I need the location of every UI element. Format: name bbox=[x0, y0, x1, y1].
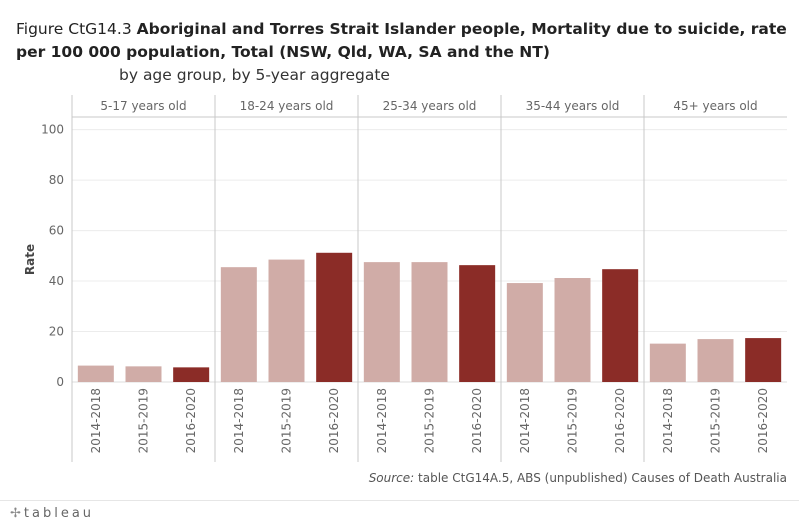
bar bbox=[697, 339, 734, 382]
bar bbox=[173, 367, 210, 382]
x-tick-label: 2014-2018 bbox=[232, 388, 246, 453]
x-tick-label: 2016-2020 bbox=[184, 388, 198, 453]
panel-header-label: 35-44 years old bbox=[526, 99, 620, 113]
x-tick-label: 2015-2019 bbox=[709, 388, 723, 453]
bar bbox=[77, 365, 114, 382]
bar bbox=[602, 269, 639, 382]
panel-header-label: 18-24 years old bbox=[240, 99, 334, 113]
y-tick-label: 80 bbox=[49, 173, 64, 187]
x-tick-label: 2014-2018 bbox=[518, 388, 532, 453]
bar bbox=[745, 338, 782, 382]
bar bbox=[268, 259, 305, 382]
y-tick-label: 40 bbox=[49, 274, 64, 288]
bar bbox=[316, 252, 353, 382]
panel-header-label: 5-17 years old bbox=[100, 99, 186, 113]
y-axis-title: Rate bbox=[23, 244, 37, 275]
bar bbox=[363, 262, 400, 382]
bar bbox=[649, 343, 686, 382]
x-tick-label: 2015-2019 bbox=[566, 388, 580, 453]
y-tick-label: 100 bbox=[41, 123, 64, 137]
source-text: table CtG14A.5, ABS (unpublished) Causes… bbox=[414, 471, 787, 485]
x-tick-label: 2015-2019 bbox=[280, 388, 294, 453]
x-tick-label: 2014-2018 bbox=[661, 388, 675, 453]
footer-bar: ✢ tableau bbox=[0, 500, 799, 527]
chart-subtitle: by age group, by 5-year aggregate bbox=[119, 66, 390, 84]
x-tick-label: 2016-2020 bbox=[756, 388, 770, 453]
source-note: Source: table CtG14A.5, ABS (unpublished… bbox=[369, 471, 787, 485]
figure-number: Figure CtG14.3 bbox=[16, 20, 137, 38]
bar bbox=[220, 267, 257, 382]
x-tick-label: 2015-2019 bbox=[423, 388, 437, 453]
source-label: Source: bbox=[368, 471, 415, 485]
panel-header-label: 45+ years old bbox=[673, 99, 757, 113]
figure-title: Aboriginal and Torres Strait Islander pe… bbox=[16, 20, 787, 61]
x-tick-label: 2014-2018 bbox=[375, 388, 389, 453]
panel-header-label: 25-34 years old bbox=[383, 99, 477, 113]
x-tick-label: 2015-2019 bbox=[137, 388, 151, 453]
x-tick-label: 2016-2020 bbox=[327, 388, 341, 453]
x-tick-label: 2016-2020 bbox=[470, 388, 484, 453]
bar bbox=[506, 283, 543, 382]
y-tick-label: 0 bbox=[56, 375, 64, 389]
y-tick-label: 60 bbox=[49, 224, 64, 238]
x-tick-label: 2016-2020 bbox=[613, 388, 627, 453]
chart-title: Figure CtG14.3 Aboriginal and Torres Str… bbox=[16, 18, 791, 64]
chart-area: 0 20 40 60 80 100 Rate 5-17 years old 2014-2018 2… bbox=[23, 95, 787, 462]
bar bbox=[554, 278, 591, 382]
y-tick-label: 20 bbox=[49, 325, 64, 339]
bar bbox=[411, 262, 448, 382]
x-tick-label: 2014-2018 bbox=[89, 388, 103, 453]
tableau-cross-icon: ✢ bbox=[10, 506, 21, 521]
bar bbox=[125, 366, 162, 382]
tableau-logo[interactable]: ✢ tableau bbox=[10, 506, 94, 521]
tableau-logo-text: tableau bbox=[23, 506, 95, 521]
bar bbox=[459, 265, 496, 382]
